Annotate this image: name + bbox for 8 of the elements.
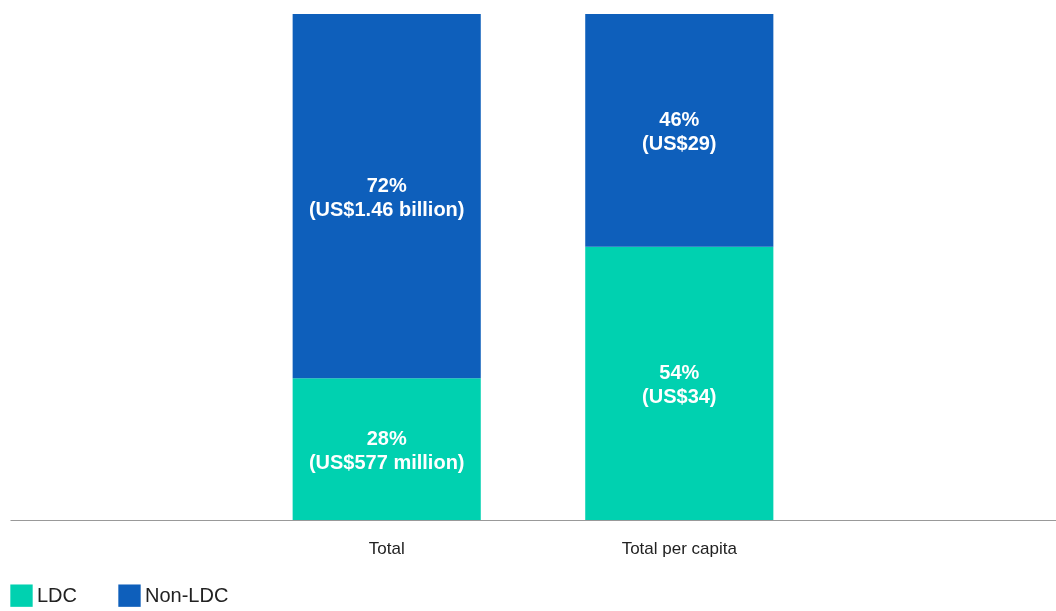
data-label: 54% (US$34) [642,361,717,408]
x-tick-label: Total [368,538,405,558]
legend-label: LDC [37,583,78,606]
legend-label: Non-LDC [145,583,229,606]
data-label: 72% (US$1.46 billion) [308,174,465,221]
x-tick-label: Total per capita [621,538,738,558]
data-label: 28% (US$577 million) [308,427,465,474]
data-label: 46% (US$29) [642,108,717,155]
